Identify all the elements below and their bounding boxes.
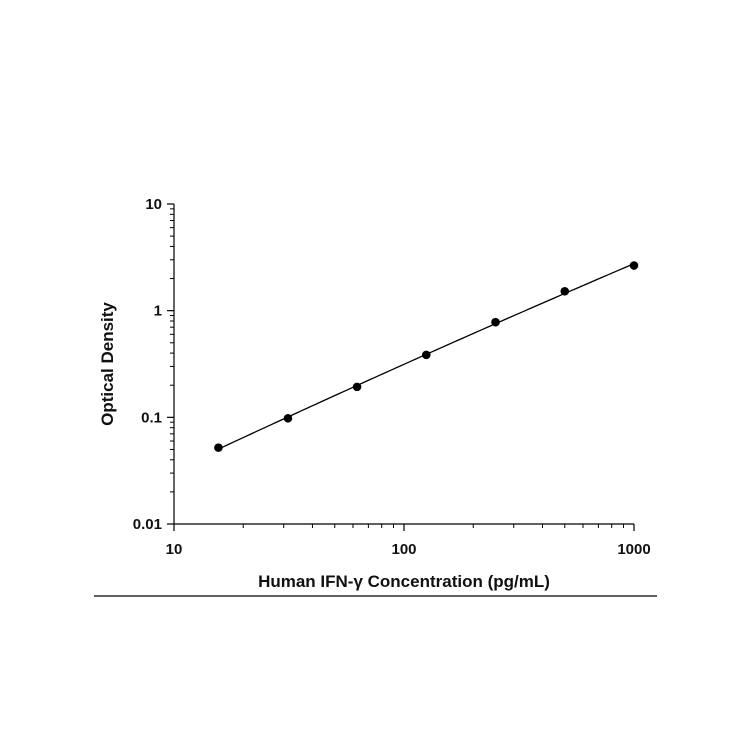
y-axis-title: Optical Density [98,302,117,426]
data-point [214,443,223,452]
data-point [491,317,500,327]
axes [167,203,635,531]
data-point [352,382,362,392]
x-axis-title: Human IFN-γ Concentration (pg/mL) [258,572,550,591]
data-point [421,350,431,360]
x-tick-label: 10 [166,541,183,558]
y-tick-label: 0.01 [133,516,162,533]
y-tick-label: 0.1 [141,409,162,426]
y-tick-label: 1 [154,303,162,320]
y-ticks [167,203,174,525]
x-ticks [173,524,635,531]
tick-labels: 0.01 0.1 1 10 10 100 1000 [133,196,651,558]
data-point [560,286,570,296]
data-point [283,413,293,423]
x-tick-label: 100 [391,541,416,558]
x-tick-label: 1000 [617,541,650,558]
data-point [629,261,639,270]
data-points [214,261,639,452]
y-tick-label: 10 [145,196,162,213]
